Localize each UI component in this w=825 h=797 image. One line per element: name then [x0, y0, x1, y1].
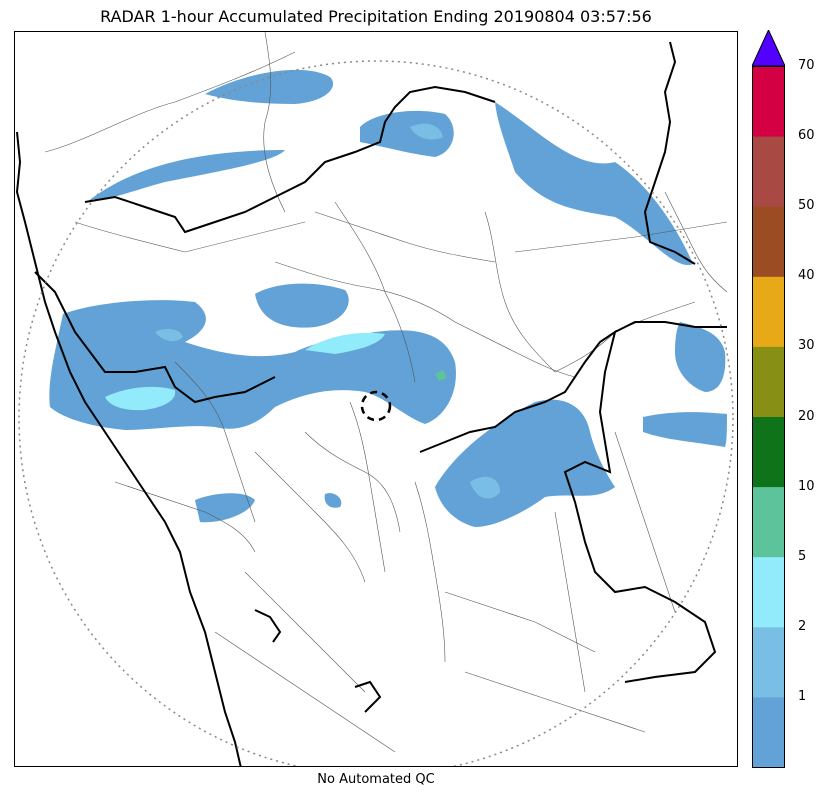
echo-core-west — [105, 386, 176, 411]
colorbar-tick-label: 1 — [798, 688, 807, 704]
echo-west-center — [255, 283, 349, 328]
echo-west-main — [49, 300, 456, 430]
echo-core-southeast — [470, 476, 500, 499]
state-border-west — [34, 271, 276, 404]
echo-north-central — [360, 110, 454, 157]
coastline — [15, 131, 242, 766]
radar-map[interactable] — [14, 31, 738, 767]
footnote: No Automated QC — [317, 772, 435, 787]
radar-range-ring — [18, 60, 734, 766]
echo-core-central — [305, 332, 385, 354]
colorbar-tick-label: 5 — [798, 548, 807, 564]
colorbar — [752, 30, 785, 768]
colorbar-band — [752, 556, 785, 628]
colorbar-tick-label: 30 — [798, 338, 815, 354]
state-border-southeast — [419, 329, 717, 683]
colorbar-band — [752, 416, 785, 488]
radar-map-svg — [15, 32, 734, 766]
state-boundaries — [15, 41, 727, 766]
echo-northeast-band — [495, 102, 693, 266]
colorbar-band — [752, 206, 785, 277]
colorbar-tick-label: 10 — [798, 478, 815, 494]
echo-spot-green — [435, 370, 447, 381]
colorbar-tick-label: 50 — [798, 198, 815, 214]
colorbar-band — [752, 486, 785, 558]
echo-core-north — [410, 123, 443, 140]
echo-northwest-streak — [87, 150, 285, 202]
echo-south-center — [324, 493, 342, 508]
colorbar-tick-label: 70 — [798, 58, 815, 73]
colorbar-extend-arrow — [752, 30, 785, 67]
state-border-south — [354, 680, 382, 713]
district-boundaries — [44, 32, 728, 753]
colorbar-tick-label: 2 — [798, 618, 807, 634]
colorbar-band — [752, 276, 785, 347]
colorbar-bands — [752, 66, 785, 768]
radar-site-marker — [360, 390, 392, 422]
echo-southwest-small — [195, 493, 255, 523]
colorbar-band — [752, 136, 785, 207]
echo-east-strip — [643, 412, 727, 447]
colorbar-band — [752, 696, 785, 768]
precipitation-echoes — [49, 69, 727, 527]
colorbar-band — [752, 626, 785, 698]
state-border-northeast — [643, 41, 696, 265]
state-border-north — [84, 85, 496, 234]
echo-east-edge — [675, 322, 726, 392]
colorbar-tick-label: 60 — [798, 128, 815, 144]
echo-core-west2 — [155, 329, 183, 342]
colorbar-tick-label: 20 — [798, 408, 815, 424]
echo-north-band — [205, 69, 334, 104]
state-border-east — [614, 321, 727, 333]
colorbar-band — [752, 66, 785, 137]
state-border-lake — [254, 609, 282, 643]
chart-title: RADAR 1-hour Accumulated Precipitation E… — [100, 7, 652, 26]
colorbar-band — [752, 346, 785, 417]
colorbar-tick-label: 40 — [798, 268, 815, 284]
